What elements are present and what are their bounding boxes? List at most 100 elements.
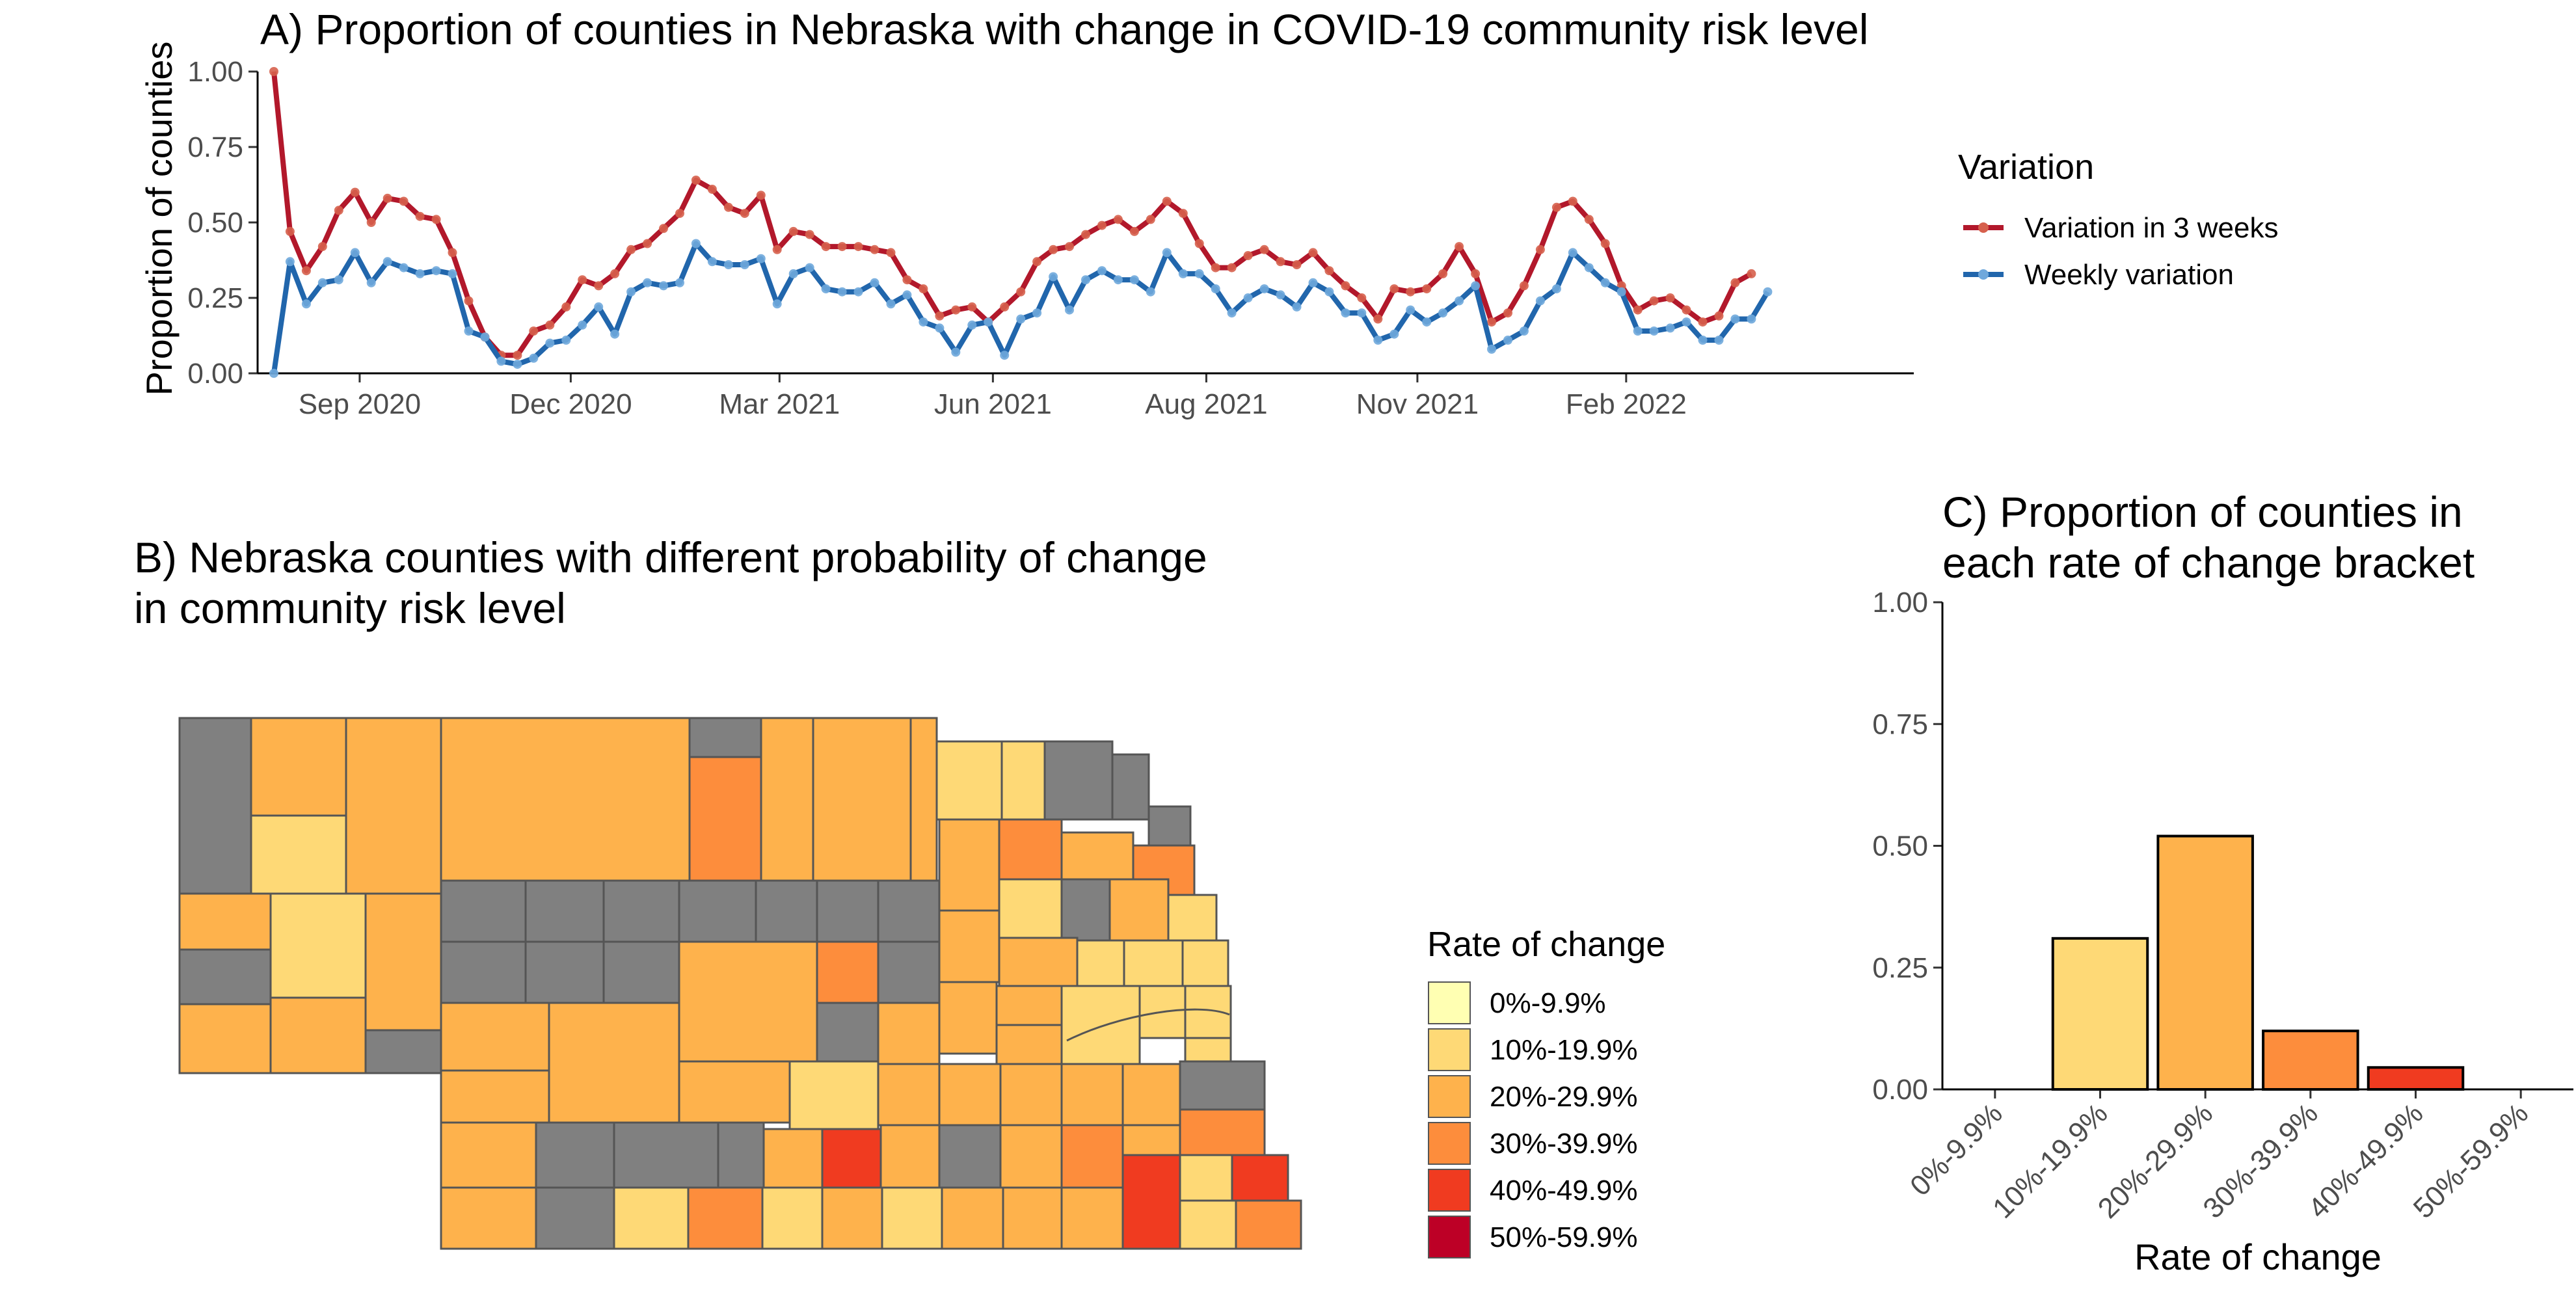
series-variation-3-weeks-point bbox=[1682, 305, 1691, 315]
series-variation-3-weeks-point bbox=[1113, 215, 1123, 224]
series-variation-3-weeks-point bbox=[1535, 245, 1545, 254]
series-variation-3-weeks-point bbox=[1730, 278, 1740, 287]
series-weekly-variation-point bbox=[1032, 308, 1042, 318]
series-variation-3-weeks-point bbox=[464, 296, 474, 306]
series-weekly-variation-point bbox=[1016, 314, 1026, 324]
county bbox=[1060, 1186, 1124, 1250]
legend-swatch-4 bbox=[1428, 1169, 1471, 1212]
bar-20%-29.9% bbox=[2156, 834, 2254, 1091]
series-variation-3-weeks-point bbox=[317, 242, 327, 252]
legend-bin-3: 30%-39.9% bbox=[1428, 1122, 1637, 1165]
panel-a-line-chart: A) Proportion of counties in Nebraska wi… bbox=[139, 5, 2279, 420]
county bbox=[178, 948, 272, 1005]
series-variation-3-weeks-point bbox=[269, 67, 278, 76]
x-tick-label: Mar 2021 bbox=[719, 388, 840, 420]
county bbox=[938, 909, 1000, 983]
series-weekly-variation-point bbox=[659, 281, 668, 291]
series-variation-3-weeks-point bbox=[1584, 215, 1594, 224]
x-tick-label: 0%-9.9% bbox=[1904, 1097, 2009, 1202]
x-tick-label: Dec 2020 bbox=[509, 388, 632, 420]
y-tick-label: 0.25 bbox=[187, 282, 243, 314]
series-weekly-variation-point bbox=[561, 336, 571, 345]
series-variation-3-weeks-point bbox=[837, 242, 847, 252]
series-variation-3-weeks-point bbox=[626, 245, 636, 254]
series-weekly-variation-point bbox=[1373, 336, 1383, 345]
county bbox=[879, 1124, 941, 1189]
county bbox=[1179, 1108, 1266, 1156]
series-weekly-variation-point bbox=[723, 260, 733, 269]
county bbox=[524, 940, 605, 1004]
y-tick-label: 0.50 bbox=[1872, 831, 1928, 862]
series-weekly-variation-point bbox=[578, 320, 587, 330]
series-weekly-variation-point bbox=[1714, 336, 1724, 345]
series-variation-3-weeks-point bbox=[1665, 293, 1675, 302]
county bbox=[816, 1002, 879, 1065]
y-tick-label: 0.25 bbox=[1872, 952, 1928, 984]
legend-label-1: 10%-19.9% bbox=[1490, 1034, 1637, 1066]
county bbox=[1111, 753, 1150, 821]
series-weekly-variation-point bbox=[1519, 326, 1529, 336]
legend-bin-1: 10%-19.9% bbox=[1428, 1028, 1637, 1071]
county bbox=[1167, 894, 1218, 942]
panel-a-y-ticks: 0.00 0.25 0.50 0.75 1.00 bbox=[187, 56, 258, 390]
series-weekly-variation-point bbox=[334, 275, 343, 285]
series-weekly-variation-point bbox=[269, 369, 278, 378]
county bbox=[760, 717, 814, 882]
county bbox=[821, 1128, 882, 1189]
series-weekly-variation-point bbox=[1357, 308, 1367, 318]
county bbox=[269, 996, 367, 1074]
county bbox=[877, 1063, 941, 1126]
series-variation-3-weeks-point bbox=[919, 284, 928, 294]
y-tick-label: 1.00 bbox=[187, 56, 243, 88]
series-variation-3-weeks-point bbox=[1519, 281, 1529, 291]
series-variation-3-weeks-point bbox=[594, 281, 604, 291]
series-variation-3-weeks-point bbox=[935, 311, 945, 321]
county bbox=[602, 940, 680, 1004]
series-weekly-variation-point bbox=[967, 320, 977, 330]
legend-bin-5: 50%-59.9% bbox=[1428, 1216, 1637, 1258]
county bbox=[788, 1060, 879, 1130]
panel-a-legend: Variation Variation in 3 weeks Weekly va… bbox=[1958, 148, 2279, 291]
legend-label-3-weeks: Variation in 3 weeks bbox=[2024, 212, 2279, 244]
county bbox=[938, 981, 998, 1055]
county bbox=[440, 1069, 550, 1124]
county bbox=[250, 717, 347, 817]
series-weekly-variation-point bbox=[1194, 269, 1204, 278]
y-tick-label: 0.75 bbox=[1872, 708, 1928, 740]
series-variation-3-weeks-point bbox=[643, 239, 652, 248]
county bbox=[1060, 831, 1134, 881]
panel-c-bar-chart: C) Proportion of counties in each rate o… bbox=[1872, 488, 2573, 1277]
county bbox=[1000, 740, 1046, 821]
series-weekly-variation-line bbox=[271, 241, 1770, 374]
panel-a-x-ticks: Sep 2020 Dec 2020 Mar 2021 Jun 2021 Aug 2021… bbox=[299, 373, 1687, 420]
series-variation-3-weeks-point bbox=[334, 206, 343, 215]
series-weekly-variation-point bbox=[1292, 302, 1302, 312]
series-variation-3-weeks-point bbox=[1341, 281, 1350, 291]
series-weekly-variation-point bbox=[1422, 317, 1432, 327]
county bbox=[524, 879, 605, 943]
series-weekly-variation-point bbox=[691, 239, 701, 248]
legend-swatch-1 bbox=[1428, 1028, 1471, 1071]
county bbox=[1121, 1154, 1181, 1250]
series-variation-3-weeks-point bbox=[967, 302, 977, 312]
legend-label-4: 40%-49.9% bbox=[1490, 1175, 1637, 1206]
series-variation-3-weeks-point bbox=[1129, 226, 1139, 236]
county bbox=[881, 1186, 943, 1250]
county bbox=[1060, 1124, 1124, 1189]
county bbox=[1147, 805, 1192, 847]
series-weekly-variation-point bbox=[902, 290, 912, 300]
series-weekly-variation-point bbox=[1308, 278, 1318, 287]
series-variation-3-weeks-point bbox=[1747, 269, 1756, 278]
series-variation-3-weeks-point bbox=[1032, 257, 1042, 267]
series-weekly-variation-point bbox=[1649, 326, 1659, 336]
county bbox=[678, 879, 757, 943]
panel-b-legend-title: Rate of change bbox=[1427, 925, 1665, 964]
county bbox=[938, 1063, 1002, 1126]
series-weekly-variation-point bbox=[951, 347, 961, 357]
series-variation-3-weeks-point bbox=[1373, 314, 1383, 324]
county bbox=[688, 756, 762, 882]
series-variation-3-weeks-point bbox=[1551, 202, 1561, 212]
series-variation-3-weeks-point bbox=[448, 248, 457, 258]
county bbox=[687, 1186, 764, 1250]
county bbox=[999, 1124, 1063, 1189]
